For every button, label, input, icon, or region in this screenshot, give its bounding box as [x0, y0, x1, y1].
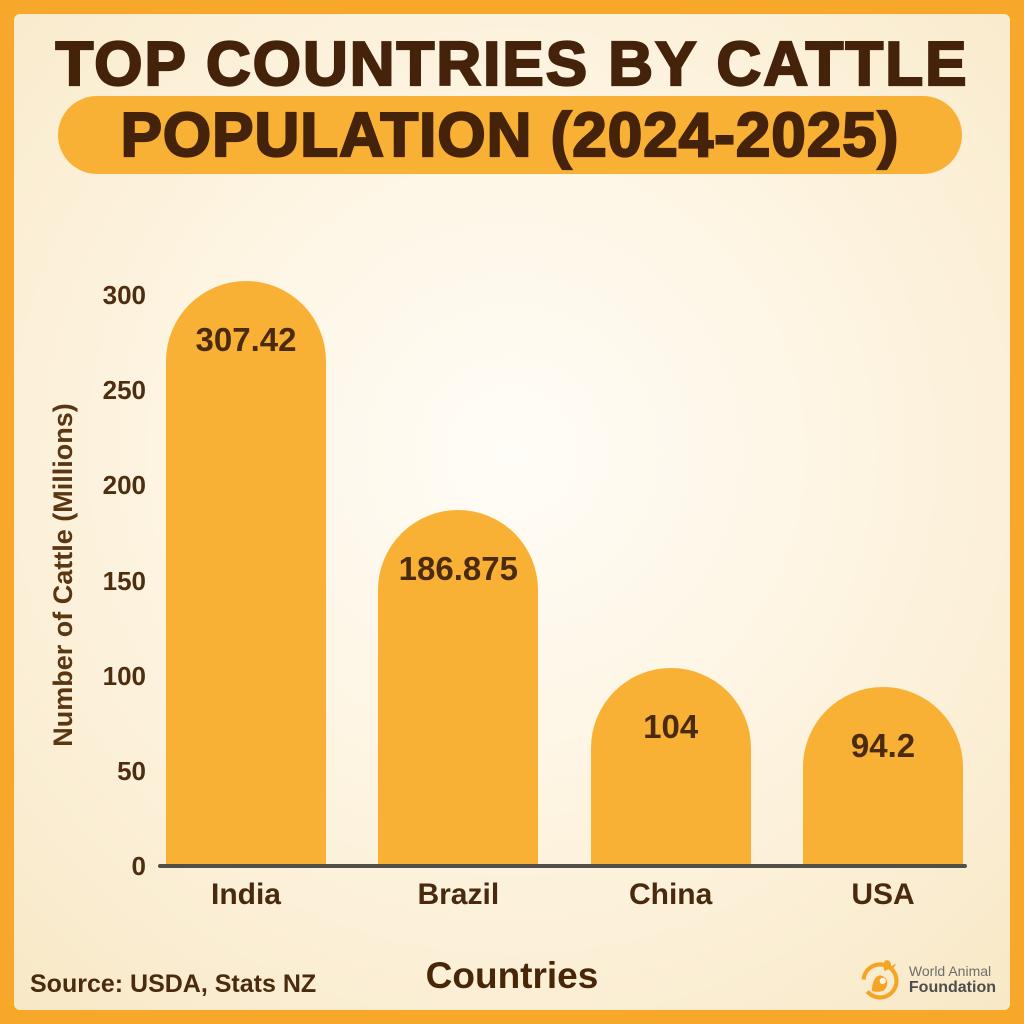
x-label-india: India — [210, 878, 281, 911]
brand-name-line2: Foundation — [908, 978, 996, 996]
y-tick-200: 200 — [102, 470, 146, 501]
x-axis-line — [158, 864, 967, 868]
poster-title-band: POPULATION (2024-2025) — [58, 96, 962, 174]
x-label-usa: USA — [851, 878, 915, 911]
poster-title-line1: TOP COUNTRIES BY CATTLE — [54, 30, 969, 99]
bar-value-china: 104 — [643, 708, 699, 745]
bar-value-india: 307.42 — [195, 321, 297, 358]
x-axis-labels: India Brazil China USA — [158, 878, 963, 912]
x-axis-title: Countries — [425, 955, 599, 996]
brand-name-line1: World Animal — [908, 962, 992, 979]
bar-usa: 94.2 — [802, 687, 963, 866]
x-label-china: China — [628, 878, 713, 911]
bar-value-usa: 94.2 — [850, 727, 916, 764]
x-label-brazil: Brazil — [417, 878, 500, 911]
source-text: Source: USDA, Stats NZ — [30, 970, 317, 998]
y-tick-0: 0 — [131, 851, 146, 881]
bar-chart: Number of Cattle (Millions) 0 50 100 150 200… — [14, 14, 1010, 1010]
y-tick-300: 300 — [102, 280, 146, 310]
bar-value-brazil: 186.875 — [398, 550, 518, 587]
poster-background: TOP COUNTRIES BY CATTLE POPULATION (2024… — [14, 14, 1010, 1010]
bar-brazil: 186.875 — [378, 510, 539, 866]
poster-title-line2: POPULATION (2024-2025) — [119, 99, 900, 170]
animal-circle-logo-icon — [861, 960, 899, 1000]
plot-area: 307.42 186.875 104 94.2 — [158, 236, 963, 866]
bar-india: 307.42 — [166, 281, 326, 866]
brand-logo: World Animal Foundation — [858, 958, 996, 1002]
y-tick-50: 50 — [117, 755, 146, 786]
brand-name: World Animal Foundation — [909, 963, 996, 997]
y-tick-100: 100 — [102, 660, 146, 691]
y-tick-250: 250 — [102, 375, 146, 406]
bar-china: 104 — [590, 668, 751, 866]
y-tick-150: 150 — [102, 565, 146, 596]
